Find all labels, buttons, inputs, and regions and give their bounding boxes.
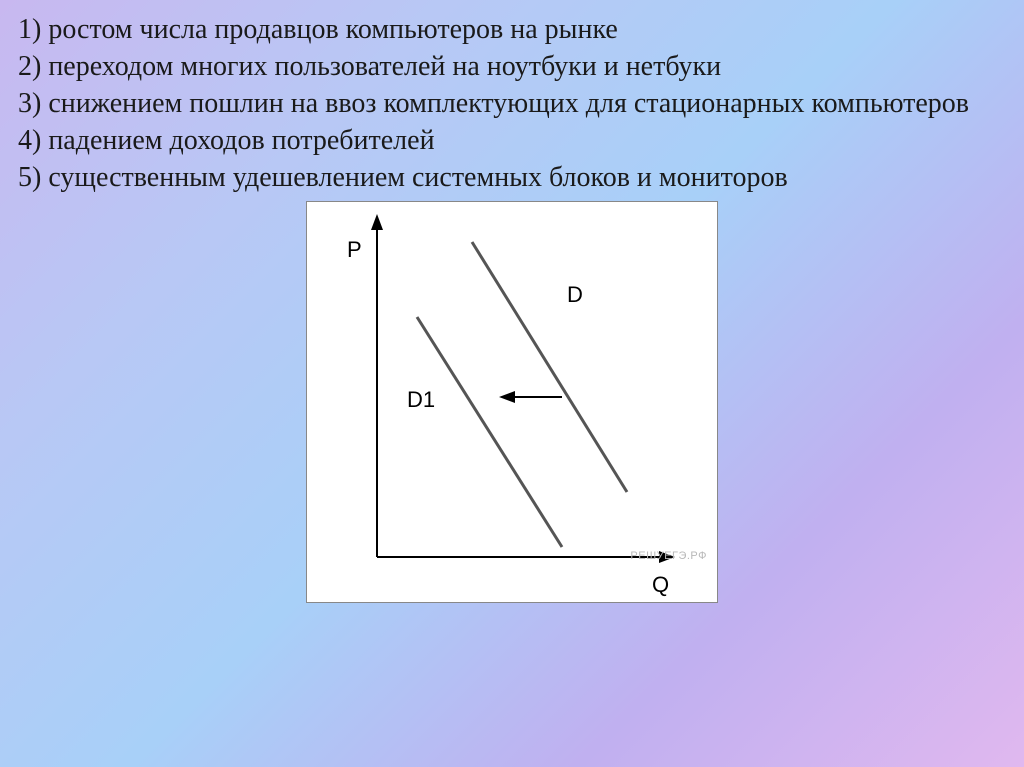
list-item: 3) снижением пошлин на ввоз комплектующи…	[18, 86, 1006, 121]
demand-shift-chart: P Q D D1 РЕШУЕГЭ.РФ	[306, 201, 718, 603]
y-axis-label: P	[347, 237, 362, 262]
chart-svg: P Q D D1	[307, 202, 717, 602]
list-item: 2) переходом многих пользователей на ноу…	[18, 49, 1006, 84]
answer-list: 1) ростом числа продавцов компьютеров на…	[18, 12, 1006, 195]
curve-d-label: D	[567, 282, 583, 307]
list-item: 1) ростом числа продавцов компьютеров на…	[18, 12, 1006, 47]
chart-container: P Q D D1 РЕШУЕГЭ.РФ	[18, 201, 1006, 603]
shift-arrow-head	[499, 391, 515, 403]
list-item: 5) существенным удешевлением системных б…	[18, 160, 1006, 195]
curve-d1-label: D1	[407, 387, 435, 412]
list-item: 4) падением доходов потребителей	[18, 123, 1006, 158]
y-axis-arrowhead	[371, 214, 383, 230]
watermark: РЕШУЕГЭ.РФ	[630, 550, 707, 562]
curve-d	[472, 242, 627, 492]
x-axis-label: Q	[652, 572, 669, 597]
